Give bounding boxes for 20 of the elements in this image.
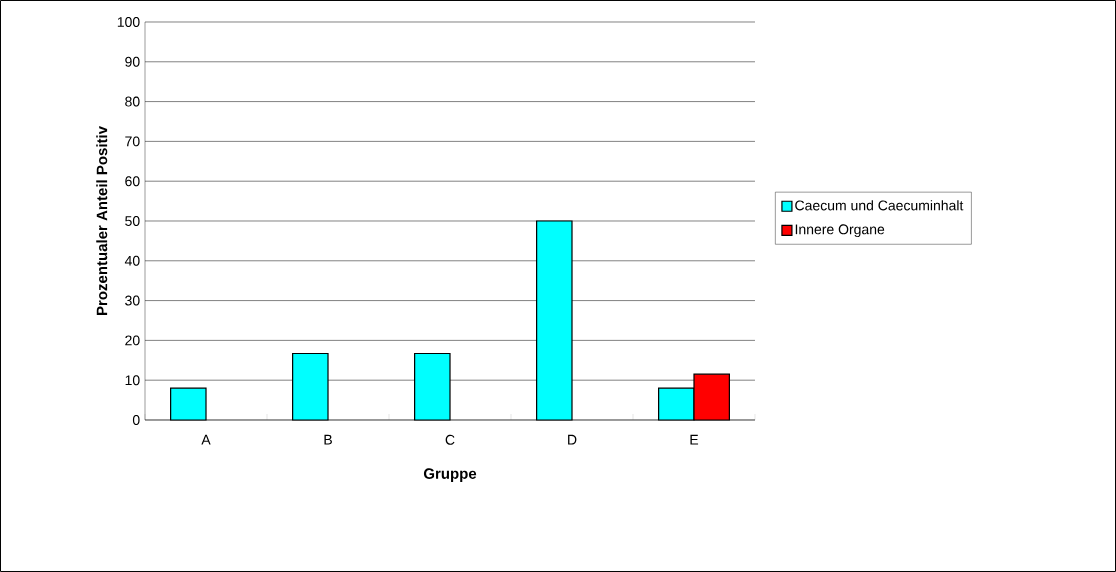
y-axis-title: Prozentualer Anteil Positiv bbox=[96, 126, 108, 315]
y-tick-label: 40 bbox=[124, 255, 140, 266]
x-tick-label: A bbox=[201, 434, 211, 445]
x-tick-label: B bbox=[324, 434, 332, 445]
y-tick-label: 10 bbox=[125, 375, 140, 386]
x-tick-label: E bbox=[690, 434, 699, 445]
y-tick-label: 60 bbox=[125, 176, 140, 187]
y-tick-label: 20 bbox=[125, 335, 140, 346]
y-tick-label: 90 bbox=[125, 56, 140, 67]
y-tick-label: 100 bbox=[117, 17, 140, 27]
y-tick-label: 80 bbox=[125, 96, 140, 107]
legend-label: Innere Organe bbox=[795, 224, 885, 238]
y-tick-label: 0 bbox=[132, 415, 140, 425]
x-tick-label: C bbox=[445, 434, 455, 445]
y-tick-label: 70 bbox=[125, 136, 140, 147]
x-tick-label: D bbox=[568, 434, 577, 445]
y-tick-label: 30 bbox=[125, 295, 140, 306]
y-tick-label: 50 bbox=[125, 216, 140, 226]
x-axis-title: Gruppe bbox=[423, 468, 477, 482]
legend-label: Caecum und Caecuminhalt bbox=[795, 200, 964, 211]
